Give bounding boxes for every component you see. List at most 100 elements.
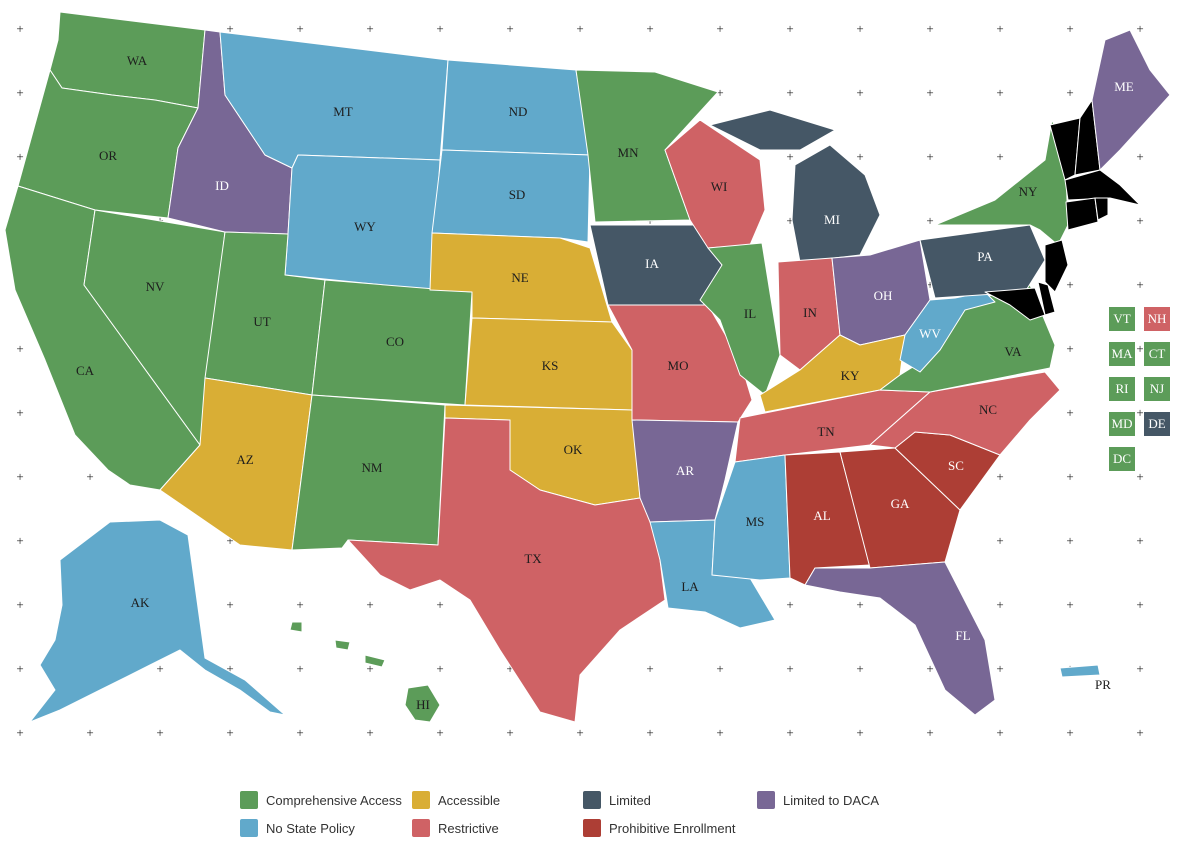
plus-mark: + bbox=[16, 725, 23, 740]
plus-mark: + bbox=[1066, 341, 1073, 356]
state-ak[interactable] bbox=[29, 519, 286, 723]
plus-mark: + bbox=[856, 85, 863, 100]
plus-mark: + bbox=[716, 661, 723, 676]
us-map: + + + + + + + + + + + + + + + + + + + + + + + + + + + + + + + + + + + + + + + +… bbox=[4, 11, 1171, 740]
plus-mark: + bbox=[16, 597, 23, 612]
legend-swatch bbox=[583, 819, 601, 837]
plus-mark: + bbox=[86, 469, 93, 484]
plus-mark: + bbox=[1066, 469, 1073, 484]
state-ma[interactable] bbox=[1064, 169, 1141, 206]
plus-mark: + bbox=[1136, 277, 1143, 292]
state-co[interactable] bbox=[311, 279, 473, 406]
plus-mark: + bbox=[786, 597, 793, 612]
state-mi[interactable] bbox=[709, 109, 881, 263]
plus-mark: + bbox=[996, 469, 1003, 484]
state-sd[interactable] bbox=[431, 149, 591, 243]
state-fl[interactable] bbox=[804, 561, 996, 716]
state-nc[interactable] bbox=[869, 371, 1061, 456]
territory-pr[interactable] bbox=[1059, 664, 1101, 678]
small-state-box-nh[interactable]: NH bbox=[1143, 306, 1171, 332]
small-state-box-dc[interactable]: DC bbox=[1108, 446, 1136, 472]
plus-mark: + bbox=[1066, 85, 1073, 100]
plus-mark: + bbox=[1136, 149, 1143, 164]
state-or[interactable] bbox=[17, 69, 199, 219]
state-wy[interactable] bbox=[284, 154, 441, 291]
legend-swatch bbox=[412, 819, 430, 837]
legend-label: Comprehensive Access bbox=[266, 792, 402, 808]
plus-mark: + bbox=[926, 85, 933, 100]
plus-mark: + bbox=[436, 661, 443, 676]
state-ks[interactable] bbox=[464, 317, 633, 411]
plus-mark: + bbox=[786, 725, 793, 740]
state-mo[interactable] bbox=[607, 304, 753, 423]
state-ct[interactable] bbox=[1065, 197, 1099, 231]
plus-mark: + bbox=[366, 21, 373, 36]
plus-mark: + bbox=[156, 725, 163, 740]
legend-item-restrictive: Restrictive bbox=[412, 819, 499, 837]
plus-mark: + bbox=[996, 85, 1003, 100]
state-nj[interactable] bbox=[1044, 239, 1069, 293]
state-wv[interactable] bbox=[899, 291, 996, 373]
plus-mark: + bbox=[646, 725, 653, 740]
state-me[interactable] bbox=[1091, 29, 1171, 171]
small-state-box-nj[interactable]: NJ bbox=[1143, 376, 1171, 402]
plus-mark: + bbox=[856, 149, 863, 164]
plus-mark: + bbox=[436, 725, 443, 740]
plus-mark: + bbox=[506, 21, 513, 36]
plus-mark: + bbox=[856, 725, 863, 740]
plus-mark: + bbox=[1066, 21, 1073, 36]
plus-mark: + bbox=[996, 149, 1003, 164]
plus-mark: + bbox=[786, 85, 793, 100]
plus-mark: + bbox=[996, 725, 1003, 740]
small-state-box-de[interactable]: DE bbox=[1143, 411, 1171, 437]
plus-mark: + bbox=[296, 21, 303, 36]
state-nd[interactable] bbox=[441, 59, 591, 156]
plus-mark: + bbox=[16, 149, 23, 164]
state-md[interactable] bbox=[984, 287, 1046, 321]
state-pa[interactable] bbox=[919, 224, 1046, 299]
small-state-box-ri[interactable]: RI bbox=[1108, 376, 1136, 402]
plus-mark: + bbox=[716, 21, 723, 36]
plus-mark: + bbox=[16, 341, 23, 356]
plus-mark: + bbox=[1136, 21, 1143, 36]
legend-swatch bbox=[240, 791, 258, 809]
plus-mark: + bbox=[996, 661, 1003, 676]
small-state-box-vt[interactable]: VT bbox=[1108, 306, 1136, 332]
plus-mark: + bbox=[786, 661, 793, 676]
legend-swatch bbox=[240, 819, 258, 837]
plus-mark: + bbox=[436, 597, 443, 612]
plus-mark: + bbox=[1136, 661, 1143, 676]
plus-mark: + bbox=[996, 597, 1003, 612]
state-ri[interactable] bbox=[1094, 197, 1109, 221]
plus-mark: + bbox=[926, 213, 933, 228]
state-nm[interactable] bbox=[291, 394, 446, 551]
plus-mark: + bbox=[926, 149, 933, 164]
state-il[interactable] bbox=[699, 242, 781, 396]
small-state-box-ma[interactable]: MA bbox=[1108, 341, 1136, 367]
plus-mark: + bbox=[576, 725, 583, 740]
state-hi[interactable] bbox=[289, 621, 441, 723]
legend-label: Prohibitive Enrollment bbox=[609, 820, 736, 836]
plus-mark: + bbox=[1066, 597, 1073, 612]
plus-mark: + bbox=[226, 725, 233, 740]
plus-mark: + bbox=[296, 725, 303, 740]
state-tx[interactable] bbox=[347, 417, 666, 723]
plus-mark: + bbox=[646, 661, 653, 676]
plus-mark: + bbox=[16, 405, 23, 420]
state-ny[interactable] bbox=[934, 119, 1069, 246]
small-state-box-ct[interactable]: CT bbox=[1143, 341, 1171, 367]
state-ga[interactable] bbox=[839, 447, 961, 569]
plus-mark: + bbox=[16, 661, 23, 676]
plus-mark: + bbox=[16, 21, 23, 36]
legend-label: Limited to DACA bbox=[783, 792, 880, 808]
state-label-pr: PR bbox=[1095, 677, 1111, 692]
state-de[interactable] bbox=[1037, 281, 1056, 316]
small-state-box-md[interactable]: MD bbox=[1108, 411, 1136, 437]
plus-mark: + bbox=[1066, 405, 1073, 420]
legend-item-prohibitive: Prohibitive Enrollment bbox=[583, 819, 735, 837]
plus-mark: + bbox=[1066, 725, 1073, 740]
legend-swatch bbox=[412, 791, 430, 809]
plus-mark: + bbox=[296, 661, 303, 676]
state-wi[interactable] bbox=[664, 119, 766, 249]
plus-mark: + bbox=[1136, 213, 1143, 228]
